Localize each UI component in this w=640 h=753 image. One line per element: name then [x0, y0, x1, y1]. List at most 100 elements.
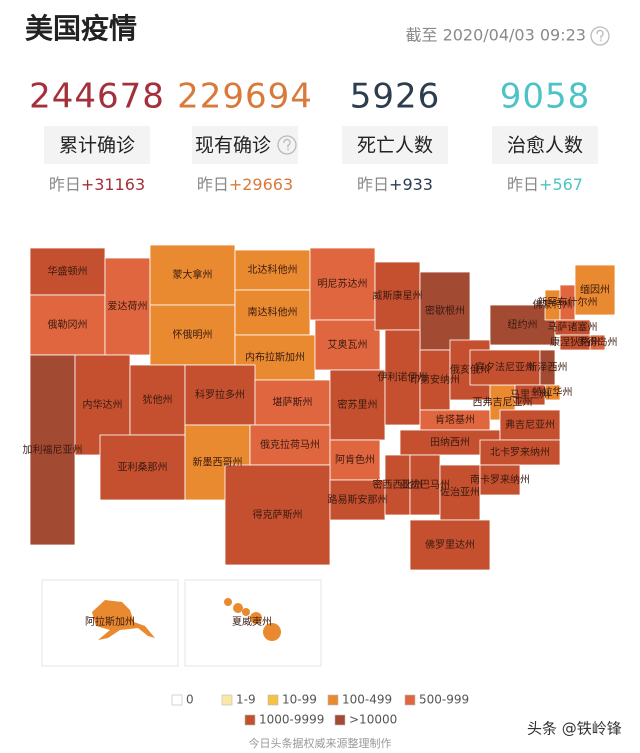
state-label: 爱达荷州 — [108, 300, 148, 313]
state-label: 怀俄明州 — [173, 329, 213, 341]
stat-yesterday: 昨日+567 — [507, 175, 583, 194]
state-label: 罗得岛州 — [578, 336, 618, 349]
inset-frames — [41, 579, 322, 667]
state-label: 内布拉斯加州 — [245, 351, 305, 364]
state-label: 蒙大拿州 — [173, 268, 213, 281]
state-label: 新泽西州 — [528, 361, 568, 374]
legend-label: 1000-9999 — [259, 713, 324, 727]
stats-row: 244678累计确诊昨日+31163229694现有确诊昨日+296635926… — [29, 77, 598, 194]
timestamp: 截至 2020/04/03 09:23 — [405, 26, 586, 45]
state-label: 加利福尼亚州 — [23, 443, 83, 456]
state — [254, 379, 331, 426]
watermark: 头条 @铁岭锋 — [527, 720, 622, 738]
state — [104, 257, 151, 356]
legend-swatch — [244, 714, 256, 726]
legend-label: 0 — [186, 693, 194, 707]
stat-label: 治愈人数 — [507, 135, 583, 157]
state — [384, 454, 411, 516]
legend-label: 1-9 — [236, 693, 256, 707]
state — [439, 464, 481, 521]
state-label: 伊利诺伊州 — [378, 372, 428, 384]
state — [384, 329, 421, 426]
legend-label: >10000 — [349, 713, 397, 727]
state — [184, 364, 256, 426]
state-label: 俄勒冈州 — [48, 318, 88, 331]
state — [234, 289, 311, 336]
state-label: 内华达州 — [83, 398, 123, 411]
state-label: 犹他州 — [143, 393, 173, 406]
insets: 阿拉斯加州 夏威夷州 — [85, 598, 281, 641]
help-icon-circle — [277, 135, 297, 155]
state — [409, 454, 441, 516]
yesterday-delta: +933 — [389, 175, 433, 194]
stat-label: 现有确诊 — [195, 135, 271, 157]
state-label: 佛罗里达州 — [425, 538, 475, 551]
state-label: 科罗拉多州 — [195, 388, 245, 401]
state-label: 田纳西州 — [430, 436, 470, 449]
yesterday-delta: +567 — [539, 175, 583, 194]
legend-label: 500-999 — [419, 693, 469, 707]
state — [514, 384, 546, 406]
state-label: 亚拉巴马州 — [400, 478, 450, 491]
state-label: 得克萨斯州 — [253, 508, 303, 521]
state — [242, 608, 250, 616]
state-label: 华盛顿州 — [48, 265, 88, 278]
source-note: 今日头条据权威来源整理制作 — [249, 736, 392, 750]
state — [233, 603, 243, 613]
yesterday-delta: +31163 — [81, 175, 145, 194]
stat-label-box — [342, 126, 448, 164]
state-label: 密歇根州 — [425, 304, 465, 317]
state — [129, 364, 186, 436]
yesterday-delta: +29663 — [229, 175, 293, 194]
state-label: 明尼苏达州 — [318, 277, 368, 290]
state — [559, 334, 591, 351]
state — [92, 600, 155, 640]
stat-label-box — [492, 126, 598, 164]
legend-swatch — [334, 714, 346, 726]
state — [469, 349, 541, 386]
state — [329, 439, 381, 481]
state-label: 印第安纳州 — [410, 373, 460, 386]
stat-label: 累计确诊 — [59, 135, 135, 157]
yesterday-label: 昨日 — [197, 175, 229, 194]
legend-swatch — [404, 694, 416, 706]
state — [224, 598, 232, 606]
state-label: 南卡罗来纳州 — [470, 473, 530, 486]
stat-label-box — [44, 126, 150, 164]
state-label: 堪萨斯州 — [273, 396, 313, 409]
state-label: 佛蒙特州 — [533, 298, 573, 311]
stat-value: 5926 — [350, 77, 441, 117]
legend-swatch — [267, 694, 279, 706]
state-label: 康涅狄格州 — [550, 336, 600, 349]
stat-label-box — [192, 126, 298, 164]
legend-swatch — [171, 694, 183, 706]
help-icon[interactable] — [277, 135, 297, 155]
stat-yesterday: 昨日+31163 — [49, 175, 145, 194]
legend-swatch — [327, 694, 339, 706]
state — [314, 319, 381, 371]
state-label: 阿肯色州 — [335, 453, 375, 466]
state — [29, 294, 106, 356]
state-label: 西弗吉尼亚州 — [473, 396, 533, 409]
stat-yesterday: 昨日+933 — [357, 175, 433, 194]
state-label: 南达科他州 — [248, 306, 298, 319]
state-label: 亚利桑那州 — [118, 462, 168, 474]
state-label: 宾夕法尼亚州 — [475, 361, 535, 374]
inset-frame — [184, 579, 322, 667]
stat-yesterday: 昨日+29663 — [197, 175, 293, 194]
help-icon[interactable] — [590, 26, 610, 46]
stat-value: 229694 — [177, 77, 313, 117]
legend-label: 100-499 — [342, 693, 392, 707]
state-label: 马萨诸塞州 — [548, 321, 598, 334]
legend-swatch — [221, 694, 233, 706]
state — [479, 464, 521, 496]
state-label: 马里兰州 — [510, 388, 550, 401]
help-icon-glyph — [283, 138, 291, 151]
state-label: 俄亥俄州 — [450, 363, 490, 376]
state-label: 夏威夷州 — [232, 615, 272, 628]
state-label: 密西西比州 — [373, 478, 423, 491]
state-label: 弗吉尼亚州 — [505, 418, 555, 431]
state — [263, 623, 281, 641]
state-label: 艾奥瓦州 — [328, 338, 368, 351]
